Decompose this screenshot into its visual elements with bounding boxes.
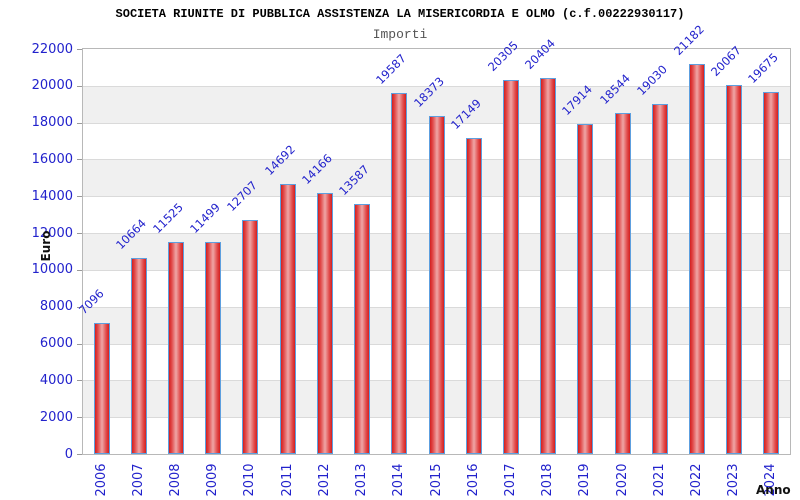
y-axis-title: Euro [39,230,53,262]
bar-2014 [391,93,408,454]
y-tick-label: 10000 [31,262,73,278]
y-tick-label: 14000 [31,188,73,204]
bar-2006 [93,323,110,454]
bar-2018 [540,78,557,454]
x-tick-label: 2010 [242,463,258,497]
bar-2011 [279,183,296,454]
x-tick-label: 2015 [428,463,444,497]
bar-2019 [577,124,594,454]
y-tick-label: 18000 [31,115,73,131]
x-tick-label: 2016 [465,463,481,497]
x-tick-label: 2022 [688,463,704,497]
bar-2016 [465,138,482,454]
x-tick-label: 2021 [651,463,667,497]
x-tick-label: 2008 [168,463,184,497]
x-tick-label: 2011 [279,463,295,497]
bar-2022 [688,64,705,454]
bar-2017 [502,80,519,454]
y-tick-label: 2000 [39,409,73,425]
x-tick-label: 2018 [540,463,556,497]
x-tick-label: 2017 [502,463,518,497]
x-tick-label: 2019 [577,463,593,497]
bar-2023 [726,84,743,454]
y-tick-label: 12000 [31,225,73,241]
bar-2021 [651,103,668,454]
y-tick-label: 16000 [31,151,73,167]
y-tick-label: 0 [64,446,73,462]
bar-2013 [354,203,371,454]
y-tick-label: 8000 [39,299,73,315]
x-tick-label: 2020 [614,463,630,497]
y-tick-label: 22000 [31,41,73,57]
plot-area [82,48,791,455]
x-tick-label: 2012 [316,463,332,497]
x-tick-label: 2007 [130,463,146,497]
gridline [83,85,790,87]
bar-2015 [428,115,445,454]
y-tick-label: 20000 [31,78,73,94]
bar-2010 [242,220,259,454]
y-tick-label: 6000 [39,336,73,352]
x-tick-label: 2013 [354,463,370,497]
x-tick-label: 2006 [93,463,109,497]
bar-2007 [130,257,147,454]
x-tick-label: 2009 [205,463,221,497]
bar-2012 [316,193,333,454]
x-axis-title: Anno [756,483,791,497]
x-tick-label: 2014 [391,463,407,497]
bar-2020 [614,112,631,454]
chart-subtitle: Importi [372,27,428,42]
chart-title: SOCIETA RIUNITE DI PUBBLICA ASSISTENZA L… [115,7,685,21]
bar-2009 [205,242,222,454]
y-tick-label: 4000 [39,372,73,388]
bar-2024 [763,91,780,454]
x-tick-label: 2023 [726,463,742,497]
bar-2008 [168,241,185,454]
